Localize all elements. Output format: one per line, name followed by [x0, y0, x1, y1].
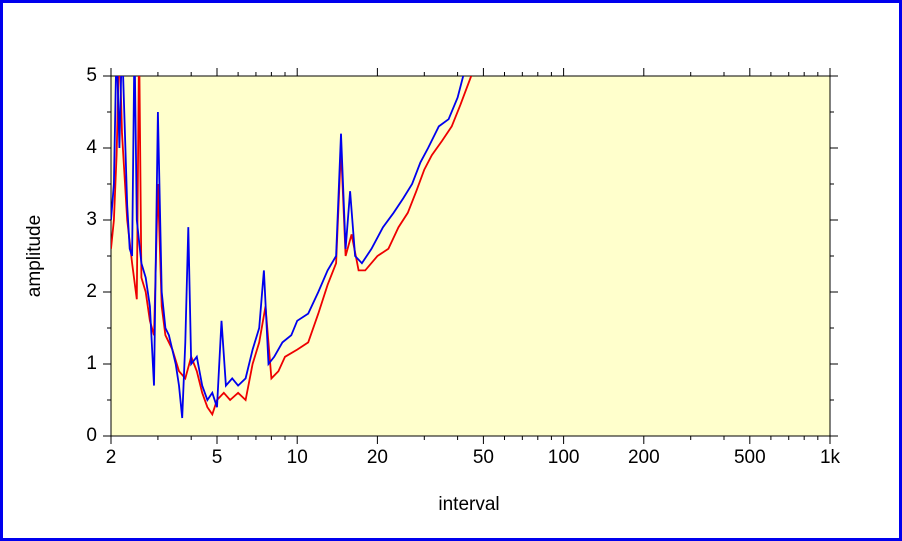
- x-tick-label: 20: [367, 447, 388, 468]
- series-line: [111, 76, 473, 417]
- series-line: [111, 76, 465, 419]
- x-tick-label: 100: [548, 447, 580, 468]
- x-axis-label: interval: [438, 494, 499, 515]
- x-tick-label: 200: [628, 447, 660, 468]
- x-tick-label: 5: [212, 447, 223, 468]
- x-tick-label: 50: [473, 447, 494, 468]
- x-tick-label: 1k: [820, 447, 841, 468]
- plot-area: [110, 75, 831, 437]
- x-tick-label: 2: [106, 447, 117, 468]
- x-tick-label: 10: [287, 447, 308, 468]
- y-tick-label: 0: [86, 425, 97, 446]
- y-tick-label: 1: [86, 353, 97, 374]
- y-tick-label: 5: [86, 65, 97, 86]
- y-axis-label: amplitude: [24, 215, 45, 297]
- y-tick-label: 2: [86, 281, 97, 302]
- chart: interval amplitude 2 5 10 20 50 100 200 500 1k 0 1…: [24, 65, 841, 515]
- y-tick-label: 4: [86, 137, 97, 158]
- y-tick-label: 3: [86, 209, 97, 230]
- x-tick-label: 500: [734, 447, 766, 468]
